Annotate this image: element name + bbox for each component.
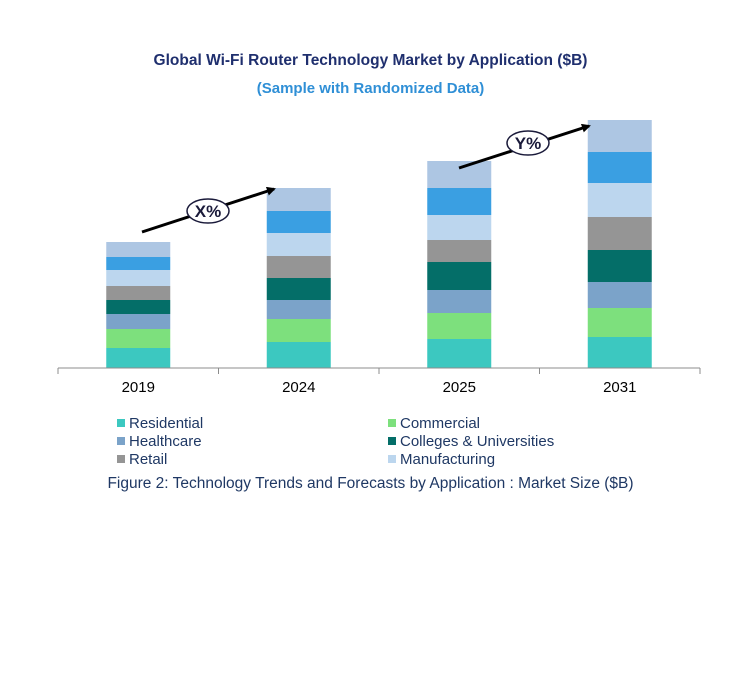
bar-segment-2019-6 <box>106 257 171 270</box>
legend-label: Healthcare <box>129 433 202 450</box>
legend-item-manufacturing: Manufacturing <box>388 451 495 469</box>
bar-segment-2025-5 <box>427 215 492 240</box>
bar-segment-2031-5 <box>587 183 652 217</box>
bar-segment-2031-7 <box>587 120 652 152</box>
bar-segment-2019-3 <box>106 300 171 314</box>
x-tick-label-2024: 2024 <box>282 379 315 396</box>
bar-segment-2024-1 <box>266 319 331 342</box>
x-tick-label-2031: 2031 <box>603 379 636 396</box>
legend-item-retail: Retail <box>117 451 167 469</box>
bar-segment-2031-6 <box>587 152 652 183</box>
legend-label: Retail <box>129 451 168 468</box>
tick-marks <box>57 368 701 374</box>
bar-segment-2025-6 <box>427 188 492 215</box>
growth-callout-label-1: X% <box>195 202 221 221</box>
bar-segment-2025-2 <box>427 290 492 313</box>
bar-segment-2031-1 <box>587 308 652 337</box>
chart-area: 2019 2024 2025 2031 X% Y% <box>57 120 701 396</box>
growth-callout-bubble-1 <box>186 198 230 224</box>
growth-callout-label-2: Y% <box>515 134 541 153</box>
bar-segment-2025-7 <box>427 161 492 188</box>
growth-callout-bubble-2 <box>506 130 550 156</box>
residential-swatch <box>117 419 125 427</box>
bar-segment-2019-5 <box>106 270 171 286</box>
bar-segment-2025-4 <box>427 240 492 262</box>
bars-layer <box>106 120 652 368</box>
x-tick-label-2019: 2019 <box>122 379 155 396</box>
bar-segment-2031-2 <box>587 282 652 308</box>
legend-label: Residential <box>129 415 204 432</box>
legend-item-colleges: Colleges & Universities <box>388 433 554 451</box>
legend-item-healthcare: Healthcare <box>117 433 202 451</box>
bar-segment-2019-4 <box>106 286 171 300</box>
bar-segment-2031-0 <box>587 337 652 368</box>
bar-segment-2024-7 <box>266 188 331 211</box>
bar-segment-2019-2 <box>106 314 171 329</box>
bar-segment-2024-2 <box>266 300 331 319</box>
commercial-swatch <box>388 419 396 427</box>
bar-segment-2024-3 <box>266 278 331 300</box>
figure-caption: Figure 2: Technology Trends and Forecast… <box>107 475 634 492</box>
manufacturing-swatch <box>388 455 396 463</box>
colleges-swatch <box>388 437 396 445</box>
bar-segment-2024-5 <box>266 233 331 256</box>
x-tick-label-2025: 2025 <box>443 379 476 396</box>
chart-title: Global Wi-Fi Router Technology Market by… <box>153 52 588 69</box>
bar-segment-2019-0 <box>106 348 171 368</box>
bar-segment-2025-3 <box>427 262 492 290</box>
legend-item-residential: Residential <box>117 415 203 433</box>
bar-segment-2025-1 <box>427 313 492 339</box>
legend-label: Manufacturing <box>400 451 496 468</box>
tick-labels: 2019 2024 2025 2031 <box>122 379 637 396</box>
bar-segment-2031-3 <box>587 250 652 282</box>
bar-segment-2024-6 <box>266 211 331 233</box>
bar-segment-2019-1 <box>106 329 171 348</box>
bar-segment-2024-0 <box>266 342 331 368</box>
legend-label: Colleges & Universities <box>400 433 555 450</box>
bar-segment-2031-4 <box>587 217 652 250</box>
legend-label: Commercial <box>400 415 481 432</box>
bar-segment-2024-4 <box>266 256 331 278</box>
legend-item-commercial: Commercial <box>388 415 480 433</box>
growth-callouts: X% Y% <box>141 123 591 234</box>
bar-segment-2025-0 <box>427 339 492 368</box>
retail-swatch <box>117 455 125 463</box>
chart-subtitle: (Sample with Randomized Data) <box>256 80 485 97</box>
healthcare-swatch <box>117 437 125 445</box>
bar-segment-2019-7 <box>106 242 171 257</box>
